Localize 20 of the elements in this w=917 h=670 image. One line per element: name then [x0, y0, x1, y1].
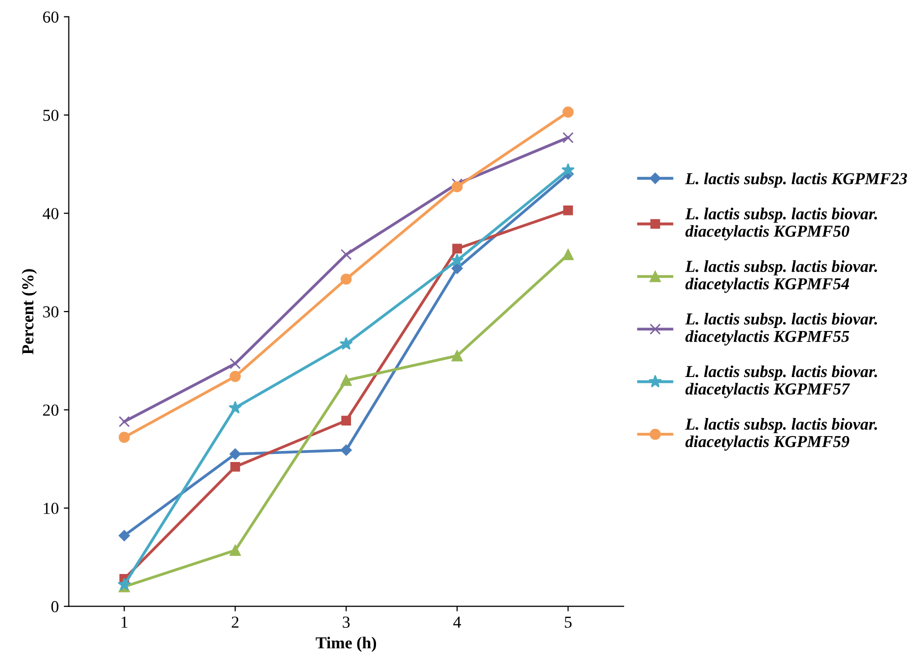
y-axis-title: Percent (%) — [22, 269, 37, 354]
x-axis-title: Time (h) — [316, 636, 376, 652]
legend-label: L. lactis subsp. lactis biovar. diacetylactis KGPMF57 — [685, 365, 877, 398]
y-tick-label: 0 — [51, 601, 58, 612]
legend-label: L. lactis subsp. lactis biovar. diacetylactis KGPMF55 — [685, 312, 877, 346]
y-tick-label: 20 — [43, 404, 58, 416]
legend-label: L. lactis subsp. lactis KGPMF23 — [685, 172, 908, 188]
x-tick-label: 5 — [564, 616, 572, 628]
legend-label: L. lactis subsp. lactis biovar. diacetylactis KGPMF50 — [685, 208, 877, 240]
legend-label: L. lactis subsp. lactis biovar. diacetylactis KGPMF59 — [685, 418, 877, 451]
legend-label: L. lactis subsp. lactis biovar. diacetylactis KGPMF54 — [685, 260, 877, 293]
y-tick-label: 30 — [43, 306, 58, 318]
y-tick-label: 50 — [43, 110, 58, 121]
x-tick-label: 4 — [453, 616, 462, 628]
y-tick-label: 60 — [43, 11, 58, 23]
x-tick-label: 2 — [232, 616, 238, 628]
y-tick-label: 40 — [42, 208, 58, 220]
x-tick-label: 3 — [342, 616, 350, 628]
x-tick-label: 1 — [122, 616, 128, 628]
y-tick-label: 10 — [44, 502, 58, 514]
